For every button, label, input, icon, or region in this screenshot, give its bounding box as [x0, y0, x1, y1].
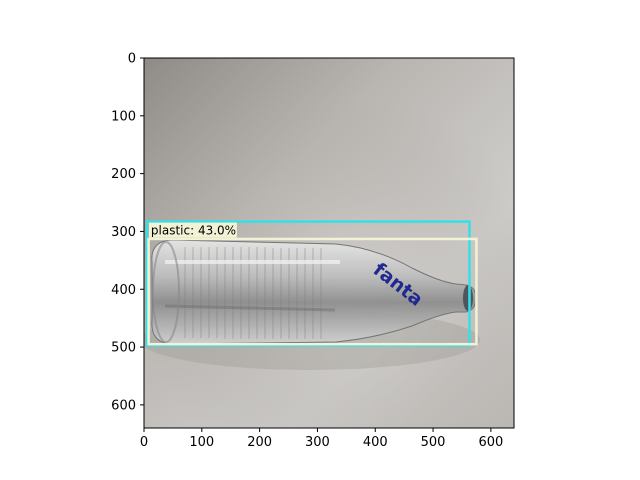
y-tick-label: 600	[111, 398, 136, 413]
x-tick-label: 600	[478, 435, 503, 450]
y-tick-label: 500	[111, 341, 136, 356]
detection-box	[147, 237, 478, 346]
detection-overlay: plastic: 43.0%	[145, 220, 478, 347]
x-tick-label: 200	[247, 435, 272, 450]
x-axis: 0 100 200 300 400 500 600	[140, 428, 503, 450]
x-tick-label: 0	[140, 435, 148, 450]
detection-label-background	[148, 222, 237, 238]
axes-frame	[143, 57, 515, 429]
y-tick-label: 300	[111, 225, 136, 240]
y-tick-label: 200	[111, 167, 136, 182]
y-tick-label: 400	[111, 283, 136, 298]
x-tick-label: 400	[363, 435, 388, 450]
bottle-photo: fanta	[144, 58, 514, 428]
x-tick-label: 300	[305, 435, 330, 450]
x-tick-label: 500	[421, 435, 446, 450]
y-tick-label: 0	[128, 52, 136, 67]
x-tick-label: 100	[189, 435, 214, 450]
y-tick-label: 100	[111, 109, 136, 124]
detection-label: plastic: 43.0%	[151, 224, 236, 238]
y-axis: 0 100 200 300 400 500 600	[111, 52, 144, 413]
